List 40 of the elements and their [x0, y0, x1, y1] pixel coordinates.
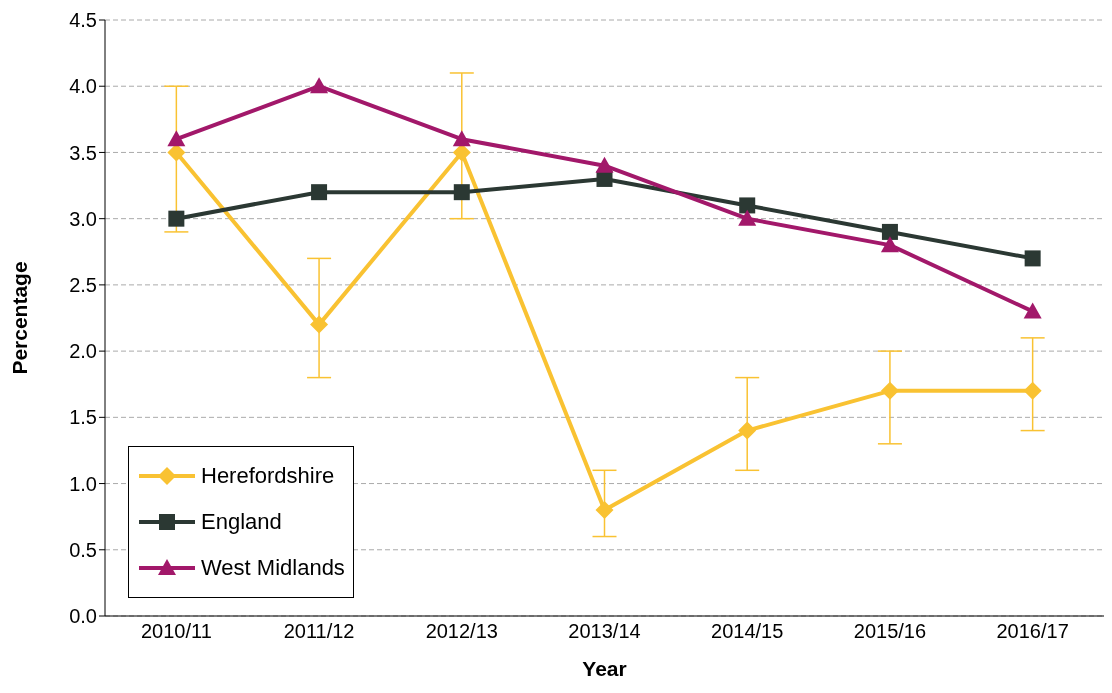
point	[880, 236, 899, 253]
point	[311, 184, 328, 201]
point	[310, 77, 329, 94]
point	[738, 421, 757, 440]
y-tick-label: 1.0	[69, 472, 97, 495]
y-tick-label: 3.5	[69, 141, 97, 164]
x-tick-label: 2010/11	[140, 620, 212, 643]
point	[881, 223, 898, 240]
y-axis-title: Percentage	[8, 261, 32, 375]
point	[1023, 302, 1042, 319]
point	[168, 210, 185, 227]
point	[167, 130, 186, 147]
x-tick-label: 2015/16	[853, 620, 927, 643]
point	[880, 381, 899, 400]
point	[739, 197, 756, 214]
legend-label: West Midlands	[201, 555, 345, 581]
x-tick-label: 2014/15	[711, 620, 784, 643]
point	[1024, 250, 1041, 267]
point	[1023, 381, 1042, 400]
y-tick-label: 4.0	[69, 75, 97, 98]
x-tick-label: 2016/17	[996, 620, 1069, 643]
y-tick-label: 2.5	[69, 273, 97, 296]
y-tick-label: 1.5	[69, 406, 97, 429]
x-tick-label: 2013/14	[568, 620, 641, 643]
y-tick-label: 0.5	[69, 538, 97, 561]
y-tick-label: 3.0	[69, 207, 97, 230]
legend-label: Herefordshire	[201, 463, 335, 489]
y-tick-label: 0.0	[69, 605, 97, 628]
x-tick-label: 2011/12	[283, 620, 355, 643]
point	[738, 209, 757, 226]
y-tick-label: 2.0	[69, 340, 97, 363]
x-tick-label: 2012/13	[425, 620, 498, 643]
point	[595, 501, 614, 520]
point	[595, 156, 614, 173]
x-axis-title: Year	[582, 657, 627, 680]
point	[453, 184, 470, 201]
point	[452, 130, 471, 147]
legend-label: England	[201, 509, 282, 535]
point	[310, 315, 329, 334]
y-tick-label: 4.5	[69, 9, 97, 32]
